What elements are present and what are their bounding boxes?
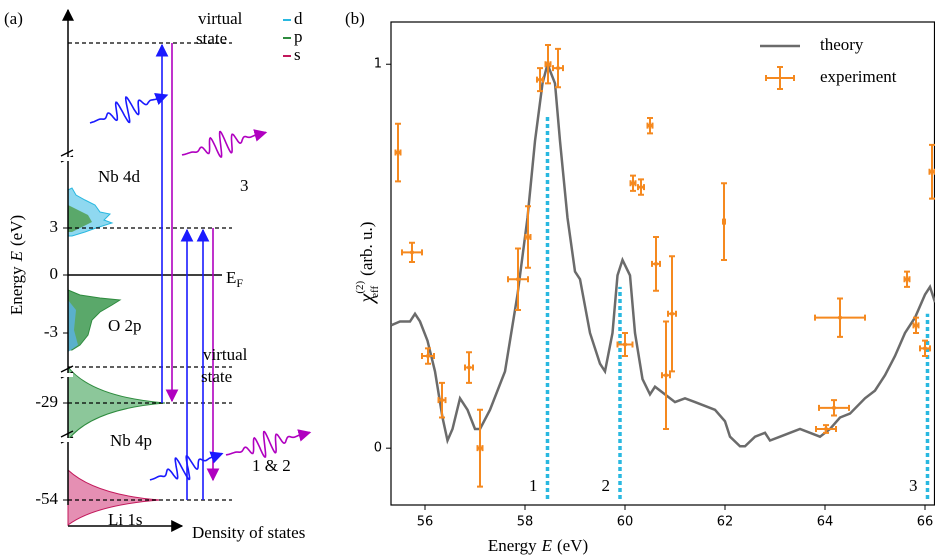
data-point (923, 346, 927, 351)
data-point (556, 66, 560, 71)
virtual-state-label: state (201, 367, 232, 386)
legend-label: theory (820, 35, 864, 54)
resonance-label: 2 (602, 476, 611, 495)
plot-frame (390, 21, 935, 506)
x-tick-label: 56 (417, 515, 434, 530)
resonance-label: 3 (909, 476, 918, 495)
y-label-symbol: χ (356, 292, 378, 304)
panel-label: (b) (345, 9, 365, 28)
fermi-sub: F (236, 276, 243, 290)
plot-area: 1 2 3 (391, 44, 935, 499)
y-label-sup: (2) (354, 280, 366, 293)
wave-packet (225, 429, 312, 458)
x-tick-label: 66 (917, 515, 934, 530)
x-tick-label: 62 (717, 515, 734, 530)
y-tick-label: -3 (44, 322, 58, 341)
theory-line (391, 60, 935, 448)
resonance-label: 1 (529, 476, 538, 495)
y-axis-label: χ(2) eff (arb. u.) (354, 222, 381, 305)
data-point (832, 405, 836, 410)
x-tick-label: 64 (817, 515, 834, 530)
data-point (639, 185, 643, 190)
x-tick-label: 58 (517, 515, 534, 530)
wave-packet (89, 93, 169, 124)
dos-o2p-d (68, 300, 78, 352)
y-tick-label: 1 (374, 57, 382, 72)
wave-packet (149, 451, 224, 481)
dos-o2p (67, 289, 122, 351)
axis-break-gap (61, 157, 73, 442)
legend-label: d (294, 9, 303, 28)
data-point (478, 446, 482, 451)
x-axis-label: Density of states (192, 523, 305, 542)
y-tick-label: -29 (35, 392, 58, 411)
data-point (631, 181, 635, 186)
legend-swatch (765, 66, 795, 90)
x-label-text: Energy (488, 536, 537, 555)
y-label-unit: (eV) (7, 215, 26, 246)
data-point (440, 398, 444, 403)
band-label: Nb 4d (98, 167, 141, 186)
wave-packets (89, 93, 312, 481)
virtual-state-label: virtual (198, 9, 243, 28)
y-label-unit: (arb. u.) (357, 222, 376, 276)
data-point (914, 323, 918, 328)
transitions (155, 43, 220, 500)
fermi-symbol: E (226, 268, 236, 287)
y-label-text: Energy (7, 266, 26, 315)
data-point (426, 354, 430, 359)
data-point (664, 373, 668, 378)
band-label: O 2p (108, 316, 142, 335)
panel-a (60, 8, 312, 532)
virtual-state-label: virtual (203, 345, 248, 364)
data-point (654, 261, 658, 266)
y-tick-label: 0 (50, 264, 59, 283)
y-tick-label: -54 (35, 489, 58, 508)
data-point (538, 77, 542, 82)
legend-label: s (294, 45, 301, 64)
levels (68, 42, 232, 501)
virtual-state-label: state (196, 29, 227, 48)
data-point (526, 235, 530, 240)
data-point (670, 311, 674, 316)
fermi-label: EF (226, 268, 243, 290)
data-point (722, 219, 726, 224)
wave-packet (181, 129, 268, 158)
y-tick-label: 3 (50, 217, 59, 236)
dos-nb4d-p (68, 205, 92, 232)
data-point (410, 250, 414, 255)
x-tick-label: 60 (617, 515, 634, 530)
legend-label: p (294, 27, 303, 46)
data-point (648, 123, 652, 128)
transition-label: 3 (240, 176, 249, 195)
transition-label: 1 & 2 (252, 456, 291, 475)
data-point (546, 62, 550, 67)
data-point (838, 315, 842, 320)
x-label-unit: (eV) (557, 536, 588, 555)
data-point (905, 277, 909, 282)
band-label: Nb 4p (110, 431, 152, 450)
y-label-sub: eff (369, 285, 381, 297)
y-tick-label: 0 (374, 441, 382, 456)
band-label: Li 1s (108, 510, 142, 529)
legend-label: experiment (820, 67, 897, 86)
x-axis-label: Energy E (eV) (488, 536, 588, 555)
dos-nb4p (67, 365, 166, 442)
y-axis-label: Energy E (eV) (7, 215, 26, 315)
panel-label: (a) (4, 9, 23, 28)
data-point (824, 426, 828, 431)
data-point (396, 150, 400, 155)
data-point (623, 342, 627, 347)
data-point (516, 277, 520, 282)
data-point (467, 365, 471, 370)
x-label-symbol: E (541, 536, 553, 555)
data-point (930, 169, 934, 174)
y-label-symbol: E (7, 250, 26, 262)
